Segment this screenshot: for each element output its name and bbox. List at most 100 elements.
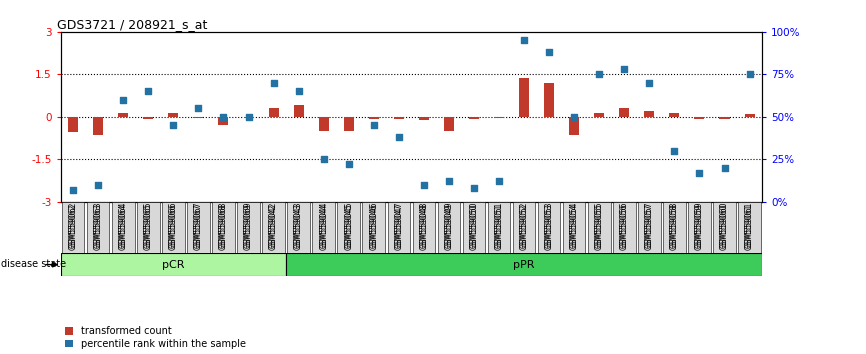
FancyBboxPatch shape: [638, 202, 661, 253]
FancyBboxPatch shape: [61, 202, 84, 253]
FancyBboxPatch shape: [412, 202, 435, 253]
Text: GSM559064: GSM559064: [119, 202, 128, 248]
Bar: [394, 117, 404, 119]
Text: GSM559057: GSM559057: [645, 202, 654, 248]
Bar: [619, 108, 630, 117]
Bar: [469, 117, 479, 119]
Text: GSM559068: GSM559068: [219, 203, 228, 250]
Point: [116, 97, 130, 103]
Bar: [243, 117, 254, 118]
Text: GSM559053: GSM559053: [545, 203, 553, 250]
Text: GSM559050: GSM559050: [469, 203, 479, 250]
Text: GSM559069: GSM559069: [244, 202, 253, 248]
Text: GSM559060: GSM559060: [720, 203, 729, 250]
Text: GSM559052: GSM559052: [520, 203, 528, 250]
Text: GSM559067: GSM559067: [194, 202, 203, 248]
Point: [367, 122, 381, 128]
Text: GSM559061: GSM559061: [745, 203, 754, 250]
Bar: [544, 84, 554, 117]
FancyBboxPatch shape: [137, 202, 159, 253]
Point: [592, 72, 606, 77]
Text: GSM559054: GSM559054: [570, 202, 578, 248]
Point: [492, 178, 506, 184]
Bar: [344, 117, 353, 131]
Legend: transformed count, percentile rank within the sample: transformed count, percentile rank withi…: [66, 326, 246, 349]
Text: GSM559057: GSM559057: [645, 203, 654, 250]
Text: GSM559055: GSM559055: [595, 202, 604, 248]
Point: [417, 182, 430, 188]
Bar: [594, 113, 604, 117]
Text: GSM559060: GSM559060: [720, 202, 729, 248]
Text: GSM559043: GSM559043: [294, 203, 303, 250]
Text: GSM559063: GSM559063: [94, 202, 103, 248]
Bar: [569, 117, 579, 135]
FancyBboxPatch shape: [613, 202, 636, 253]
Bar: [143, 117, 153, 119]
Point: [442, 178, 456, 184]
Point: [668, 148, 682, 154]
Text: GSM559065: GSM559065: [144, 202, 152, 248]
Point: [216, 114, 230, 120]
Point: [542, 50, 556, 55]
Text: GSM559054: GSM559054: [570, 203, 578, 250]
FancyBboxPatch shape: [462, 202, 485, 253]
Text: GSM559058: GSM559058: [670, 202, 679, 248]
Text: GSM559053: GSM559053: [545, 202, 553, 248]
Text: GSM559045: GSM559045: [344, 203, 353, 250]
Text: GDS3721 / 208921_s_at: GDS3721 / 208921_s_at: [57, 18, 208, 31]
FancyBboxPatch shape: [739, 202, 761, 253]
Text: GSM559049: GSM559049: [444, 202, 454, 248]
FancyBboxPatch shape: [538, 202, 560, 253]
Text: GSM559049: GSM559049: [444, 203, 454, 250]
FancyBboxPatch shape: [262, 202, 285, 253]
Bar: [745, 114, 754, 117]
Bar: [294, 105, 304, 117]
Text: pPR: pPR: [514, 259, 535, 270]
Text: GSM559044: GSM559044: [320, 203, 328, 250]
Text: GSM559051: GSM559051: [494, 203, 503, 250]
FancyBboxPatch shape: [212, 202, 235, 253]
Point: [166, 122, 180, 128]
Point: [317, 156, 331, 162]
Text: GSM559068: GSM559068: [219, 202, 228, 248]
Text: GSM559062: GSM559062: [68, 203, 78, 250]
Bar: [193, 117, 204, 118]
Text: GSM559056: GSM559056: [620, 203, 629, 250]
FancyBboxPatch shape: [688, 202, 711, 253]
Text: GSM559064: GSM559064: [119, 203, 128, 250]
Bar: [268, 108, 279, 117]
Point: [718, 165, 732, 171]
Text: GSM559048: GSM559048: [419, 202, 429, 248]
Bar: [119, 113, 128, 117]
Bar: [68, 117, 78, 132]
Bar: [720, 117, 729, 119]
Text: GSM559047: GSM559047: [394, 203, 404, 250]
Text: GSM559042: GSM559042: [269, 203, 278, 250]
FancyBboxPatch shape: [338, 202, 360, 253]
Point: [342, 161, 356, 167]
Bar: [419, 117, 429, 120]
FancyBboxPatch shape: [187, 202, 210, 253]
Bar: [644, 110, 655, 117]
Text: GSM559045: GSM559045: [344, 202, 353, 248]
Text: GSM559061: GSM559061: [745, 202, 754, 248]
Text: GSM559063: GSM559063: [94, 203, 103, 250]
Point: [693, 170, 707, 176]
Bar: [94, 117, 103, 135]
Point: [517, 38, 531, 43]
FancyBboxPatch shape: [237, 202, 260, 253]
FancyBboxPatch shape: [488, 202, 510, 253]
Text: GSM559055: GSM559055: [595, 203, 604, 250]
FancyBboxPatch shape: [437, 202, 460, 253]
Point: [191, 105, 205, 111]
Text: GSM559065: GSM559065: [144, 203, 152, 250]
FancyBboxPatch shape: [288, 202, 310, 253]
Text: GSM559050: GSM559050: [469, 202, 479, 248]
FancyBboxPatch shape: [714, 202, 736, 253]
Text: GSM559046: GSM559046: [369, 202, 378, 248]
FancyBboxPatch shape: [563, 202, 585, 253]
Text: GSM559046: GSM559046: [369, 203, 378, 250]
FancyBboxPatch shape: [363, 202, 385, 253]
Point: [392, 135, 406, 140]
Point: [567, 114, 581, 120]
